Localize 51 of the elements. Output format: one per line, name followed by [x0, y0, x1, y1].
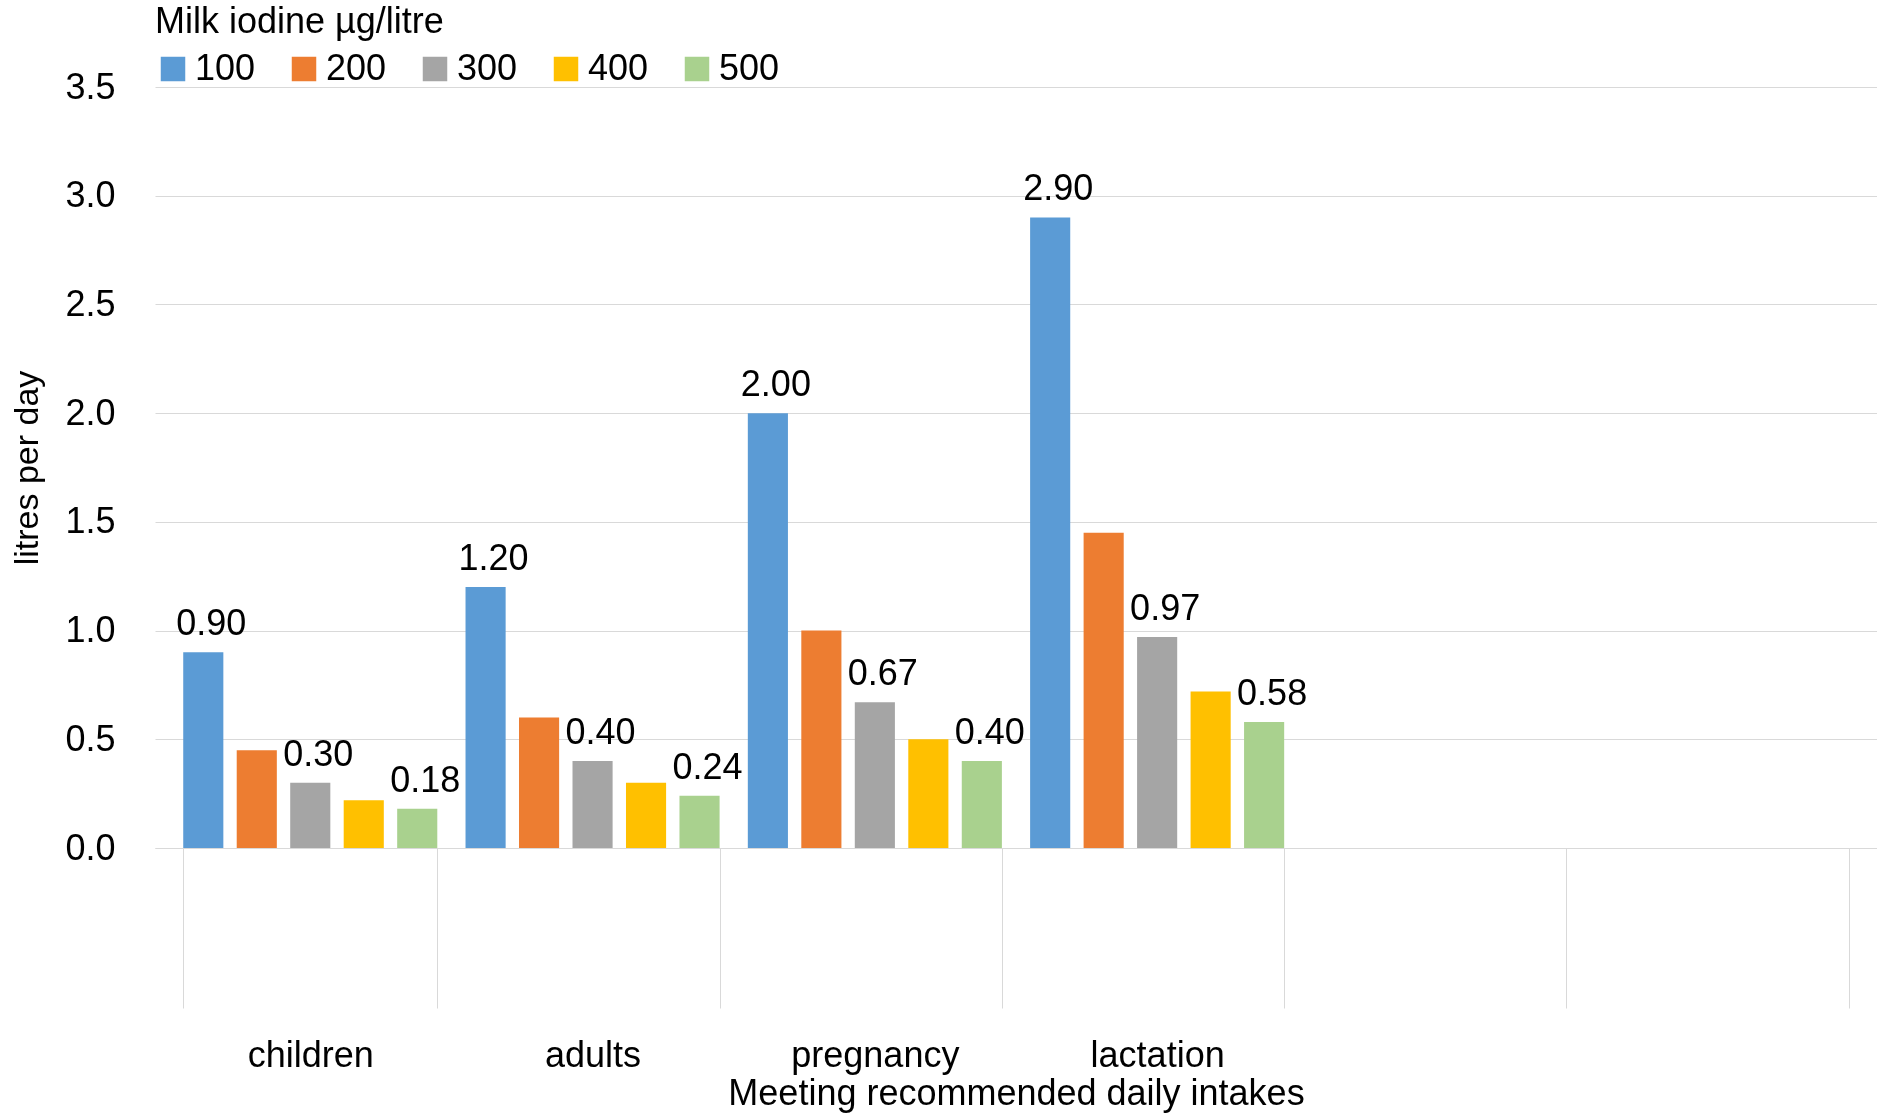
bar	[343, 800, 384, 848]
legend-label: 500	[719, 47, 780, 88]
data-label: 0.30	[283, 732, 354, 774]
bar	[236, 750, 277, 848]
y-tick-label: 1.5	[65, 500, 116, 542]
legend-title: Milk iodine µg/litre	[155, 0, 444, 41]
legend-label: 300	[457, 47, 518, 88]
y-tick-label: 2.0	[65, 391, 116, 433]
data-label: 0.18	[390, 758, 461, 800]
data-label: 0.90	[176, 602, 247, 644]
x-tick-label: adults	[545, 1033, 642, 1075]
x-tick-label: pregnancy	[791, 1033, 960, 1075]
y-tick-label: 0.0	[65, 826, 116, 868]
x-tick-label: children	[247, 1033, 374, 1075]
bar	[397, 808, 438, 848]
data-label: 0.40	[565, 711, 636, 753]
y-axis-title: litres per day	[7, 370, 46, 566]
bar	[465, 587, 506, 848]
bar	[961, 761, 1002, 848]
legend-label: 400	[588, 47, 649, 88]
data-label: 0.67	[847, 652, 918, 694]
legend-label: 200	[326, 47, 387, 88]
bar	[801, 630, 842, 848]
legend-label: 100	[195, 47, 256, 88]
y-tick-label: 0.5	[65, 717, 116, 759]
bar	[908, 739, 949, 848]
data-label: 0.40	[954, 711, 1025, 753]
bar	[854, 702, 895, 848]
data-label: 1.20	[458, 537, 529, 579]
data-label: 0.24	[672, 745, 743, 787]
bar	[625, 782, 667, 848]
bar	[679, 795, 720, 848]
bar	[1190, 691, 1231, 848]
bar	[1244, 721, 1285, 848]
bar	[1137, 637, 1178, 848]
y-tick-label: 3.5	[65, 65, 116, 107]
data-label: 0.58	[1237, 671, 1308, 713]
bar	[747, 413, 788, 848]
bar	[572, 761, 613, 848]
y-tick-label: 2.5	[65, 282, 116, 324]
bar	[519, 717, 560, 848]
y-tick-label: 3.0	[65, 174, 116, 216]
bar	[183, 652, 224, 848]
bar	[290, 782, 331, 848]
bar	[1030, 217, 1071, 848]
data-label: 2.00	[740, 363, 811, 405]
bar	[1083, 532, 1124, 848]
y-tick-label: 1.0	[65, 609, 116, 651]
data-label: 0.97	[1130, 587, 1201, 629]
data-label: 2.90	[1023, 167, 1094, 209]
x-tick-label: lactation	[1090, 1033, 1225, 1075]
